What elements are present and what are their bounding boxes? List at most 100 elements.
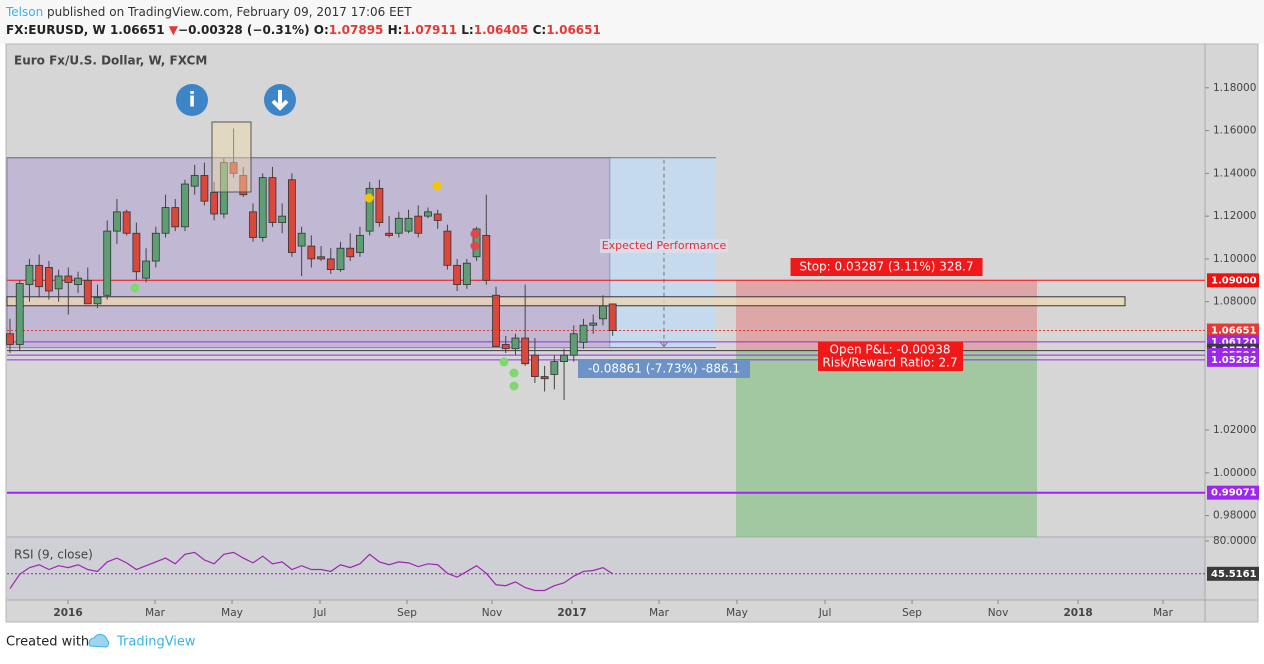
price-tag <box>1207 352 1259 367</box>
candle-body <box>414 215 423 234</box>
h-label: H: <box>388 23 403 37</box>
candle-body <box>83 279 92 305</box>
candle-body <box>249 211 257 238</box>
candle-body <box>356 234 364 253</box>
candle-body <box>443 230 452 266</box>
candle-body <box>35 264 44 288</box>
y-tick-label: 1.00000 <box>1213 467 1256 479</box>
y-tick-label: 1.16000 <box>1213 125 1256 137</box>
y-tick-label: 0.98000 <box>1213 510 1256 522</box>
ohlc-line: FX:EURUSD, W 1.06651 ▼−0.00328 (−0.31%) … <box>6 23 601 37</box>
x-tick-label: Nov <box>988 607 1009 619</box>
candle-body <box>93 297 102 305</box>
candle-body <box>181 183 189 228</box>
candle-body <box>492 294 500 348</box>
x-tick-label: Sep <box>397 607 417 619</box>
dot <box>432 181 442 191</box>
y-tick-label: 1.10000 <box>1213 253 1256 265</box>
rsi-tag <box>1207 566 1259 581</box>
l-label: L: <box>461 23 473 37</box>
candle-body <box>375 187 384 223</box>
chart-layer: 0.98000 1.00000 1.02000 1.08000 1.10000 1.120… <box>6 82 1259 619</box>
rsi-title: RSI (9, close) <box>14 548 93 562</box>
dot <box>470 241 480 251</box>
candle-body <box>365 187 374 232</box>
candle-body <box>171 207 180 228</box>
candle-body <box>560 354 568 362</box>
down-glyph <box>271 90 289 111</box>
symbol: FX:EURUSD, W <box>6 23 106 37</box>
candle-body <box>113 211 121 232</box>
candle-body <box>122 211 131 234</box>
down-arrow: ▼ <box>169 23 179 37</box>
y-tick-label: 1.02000 <box>1213 424 1256 436</box>
brand-logo[interactable] <box>88 633 110 648</box>
candle-body <box>511 337 520 350</box>
candle-body <box>540 376 549 380</box>
price-tag-label: 1.09000 <box>1211 275 1257 286</box>
pnl-label-bg <box>818 342 963 371</box>
candle-body <box>569 333 578 356</box>
candle-body <box>142 260 150 279</box>
candle-body <box>433 213 442 221</box>
candle-body <box>239 175 248 196</box>
stop-zone <box>736 280 1038 351</box>
candle-body <box>462 262 471 285</box>
x-tick-label: Mar <box>1153 607 1173 619</box>
candle-body <box>530 354 539 377</box>
x-tick-label: 2018 <box>1063 607 1092 619</box>
x-tick-label: May <box>221 607 243 619</box>
y-tick-label: 1.18000 <box>1213 82 1256 94</box>
candle-body <box>482 234 491 281</box>
candle-body <box>278 215 287 223</box>
candle-body <box>385 232 393 236</box>
header-bg <box>0 0 1264 44</box>
highlight-box <box>211 121 252 193</box>
candle-body <box>307 245 316 260</box>
candle-body <box>501 344 510 350</box>
stop-label-bg <box>790 258 983 276</box>
rsi-tag-label: 45.5161 <box>1211 569 1257 580</box>
price-tag <box>1207 485 1259 500</box>
candle-body <box>424 211 432 217</box>
chart-title: Euro Fx/U.S. Dollar, W, FXCM <box>14 54 207 68</box>
info-icon[interactable] <box>176 84 208 116</box>
rsi-line <box>9 551 613 592</box>
c-label: C: <box>533 23 547 37</box>
candle-body <box>317 256 325 260</box>
candle-body <box>346 247 355 258</box>
dot <box>470 229 480 239</box>
annotations: i <box>130 84 519 391</box>
rsi-tick-label: 80.0000 <box>1213 535 1256 547</box>
stop-label: Stop: 0.03287 (3.11%) 328.7 <box>799 260 973 274</box>
candle-body <box>268 177 277 223</box>
rr-label: Risk/Reward Ratio: 2.7 <box>822 356 957 370</box>
measure-label: -0.08861 (-7.73%) -886.1 <box>588 362 740 376</box>
header-line: Telson published on TradingView.com, Feb… <box>5 5 412 19</box>
candle-body <box>190 175 199 187</box>
target-zone <box>736 350 1038 537</box>
arrow-head <box>659 341 669 348</box>
o-label: O: <box>314 23 329 37</box>
o-value: 1.07895 <box>329 23 384 37</box>
footer-brand[interactable]: TradingView <box>116 635 196 650</box>
x-tick-label: May <box>726 607 748 619</box>
candle-body <box>589 322 598 326</box>
candle-body <box>404 217 413 232</box>
price-tag-label: 1.06651 <box>1211 326 1257 337</box>
dot <box>509 368 519 378</box>
candle-body <box>74 277 82 285</box>
price-tag-label: 0.99071 <box>1211 488 1257 499</box>
h-value: 1.07911 <box>402 23 457 37</box>
candle-body <box>161 207 170 234</box>
support-band <box>6 296 1126 307</box>
candle-body <box>103 230 112 296</box>
candle-body <box>25 264 34 285</box>
last-price: 1.06651 <box>110 23 165 37</box>
candle-body <box>336 247 345 271</box>
l-value: 1.06405 <box>474 23 529 37</box>
author[interactable]: Telson <box>5 5 43 19</box>
projection-label: Expected Performance <box>602 239 727 252</box>
x-tick-label: Mar <box>145 607 165 619</box>
